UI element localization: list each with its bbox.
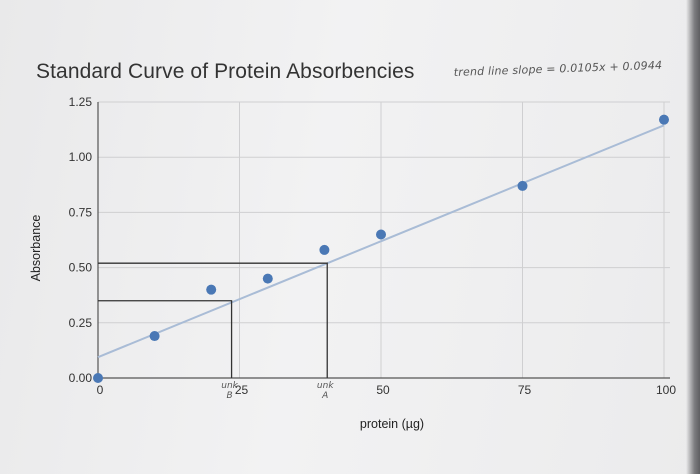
data-point — [659, 114, 669, 125]
data-point — [376, 229, 386, 240]
x-tick-label: 50 — [376, 383, 390, 397]
x-axis-label: protein (µg) — [360, 417, 424, 431]
data-point — [319, 244, 330, 255]
trendline-group — [97, 124, 665, 359]
y-tick-label: 0.50 — [69, 261, 93, 275]
data-points — [93, 114, 669, 383]
unknown-label-top: unk — [317, 381, 334, 391]
y-tick-label: 1.25 — [69, 95, 93, 109]
x-tick-label: 0 — [97, 383, 104, 397]
unknown-label-bottom: A — [321, 391, 328, 401]
y-tick-label: 0.25 — [69, 316, 93, 330]
chart-title: Standard Curve of Protein Absorbencies — [36, 60, 415, 83]
y-tick-label: 1.00 — [69, 150, 93, 164]
y-axis-label: Absorbance — [29, 215, 43, 282]
data-point — [262, 273, 273, 284]
x-tick-label: 75 — [518, 383, 532, 397]
x-tick-labels: 0 25 50 75 100 — [97, 383, 677, 397]
data-point — [93, 373, 103, 383]
unknown-label-top: unk — [221, 381, 238, 391]
x-tick-label: 100 — [656, 383, 676, 397]
y-tick-label: 0.00 — [69, 371, 93, 385]
y-tick-label: 0.75 — [69, 205, 93, 219]
y-tick-labels: 0.00 0.25 0.50 0.75 1.00 1.25 — [69, 95, 93, 385]
trendline — [97, 124, 665, 359]
data-point — [517, 180, 528, 191]
unknown-marker-line — [98, 300, 233, 378]
data-point — [149, 331, 160, 342]
unknown-label-bottom: B — [226, 391, 232, 401]
grid-lines — [97, 101, 670, 379]
unknown-marker-line — [98, 262, 328, 378]
data-point — [206, 284, 217, 295]
x-tick-label: 25 — [235, 383, 249, 397]
photo-edge-shadow — [686, 0, 700, 474]
